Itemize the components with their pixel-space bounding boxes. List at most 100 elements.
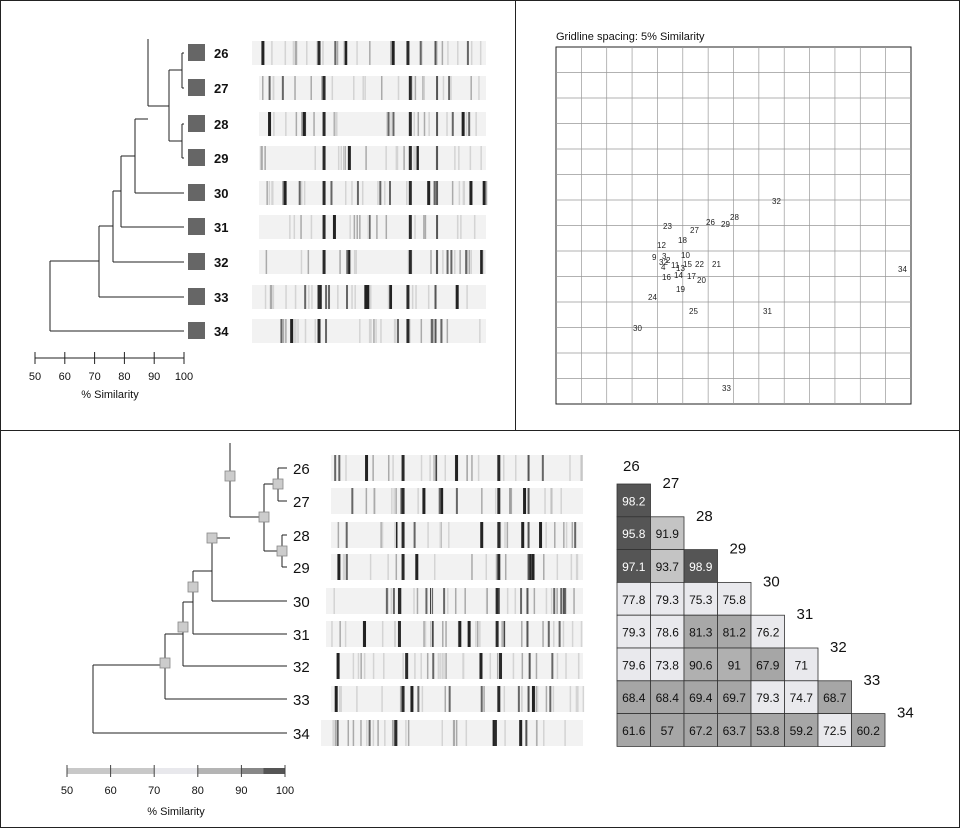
gel-band [417,112,420,136]
gel-band [302,112,306,136]
gel-band [321,76,323,100]
gel-band [347,146,351,170]
matrix-row-header: 31 [797,606,814,623]
gel-band [430,621,433,647]
gel-band [565,522,568,548]
gel-band [442,621,444,647]
scale-color-band [154,768,198,774]
isolate-label: 33 [214,290,228,305]
gel-band [577,686,579,712]
gel-band [504,720,506,746]
gel-band [400,686,402,712]
gel-band [360,653,362,679]
scale-tick-label: 100 [175,371,193,383]
gel-band [477,455,480,481]
gel-band [471,554,473,580]
gel-band [423,112,426,136]
gel-band [541,455,544,481]
gel-band [462,653,464,679]
gel-band [377,720,379,746]
mds-point-label: 18 [678,236,687,245]
matrix-cell-value: 91 [728,658,742,672]
gel-band [349,250,352,274]
gel-band [415,146,419,170]
gel-band [314,319,317,343]
gel-band [333,588,335,614]
gel-band [423,215,425,239]
gel-band [384,181,386,205]
gel-band [344,621,347,647]
gel-band [571,522,574,548]
gel-band [261,41,265,65]
gel-band [461,112,465,136]
matrix-cell-value: 79.3 [622,626,646,640]
matrix-cell [717,713,752,747]
gel-band [363,621,367,647]
matrix-cell [683,549,718,583]
gel-band [292,41,295,65]
gel-band [433,554,436,580]
gel-band [285,319,287,343]
gel-band [345,554,348,580]
gel-band [365,455,369,481]
gel-band [280,319,283,343]
gel-band [365,146,367,170]
isolate-label: 34 [214,324,229,339]
gel-lane-background [259,146,486,170]
gel-band [395,146,398,170]
gel-band [394,522,396,548]
gel-band [526,621,529,647]
gel-band [479,653,483,679]
isolate-label: 26 [214,46,228,61]
gel-band [337,522,340,548]
gel-band [356,41,358,65]
gel-band [337,146,340,170]
gel-band [336,112,338,136]
gel-band [262,76,264,100]
gel-band [544,488,546,514]
gel-band [570,554,573,580]
gel-band [417,488,419,514]
gel-band [427,285,430,309]
gel-lane-background [259,215,486,239]
gel-band [550,588,553,614]
matrix-cell [650,614,685,649]
gel-band [512,653,515,679]
gel-band [347,720,350,746]
gel-band [527,686,530,712]
gel-band [349,215,351,239]
gel-band [317,41,321,65]
gel-band [445,653,447,679]
gel-band [415,554,419,580]
gel-band [336,41,339,65]
gel-band [564,588,567,614]
isolate-swatch [188,288,205,305]
mds-point-label: 32 [772,197,781,206]
gel-band [322,76,326,100]
gel-band [465,112,468,136]
isolate-swatch [188,218,205,235]
gel-band [357,653,360,679]
matrix-cell [616,483,651,518]
gel-lane [331,686,585,712]
gel-band [443,653,445,679]
gel-band [401,455,405,481]
gel-band [440,488,444,514]
gel-band [479,41,482,65]
gel-band [463,181,466,205]
gel-band [396,146,399,170]
gel-band [495,621,499,647]
gel-band [271,181,273,205]
gel-band [369,41,371,65]
gel-band [553,588,556,614]
node-marker [224,470,236,482]
gel-lane [326,621,583,647]
gel-lane [259,215,486,239]
gel-lane-background [326,621,583,647]
gel-band [379,181,382,205]
gel-band [293,215,296,239]
gel-band [465,720,468,746]
dendrogram-top-svg: 26 27 28 29 30 31 32 33 34 50 60 70 80 90 100 % Similar… [29,39,488,401]
gel-band [373,488,376,514]
gel-band [391,41,395,65]
